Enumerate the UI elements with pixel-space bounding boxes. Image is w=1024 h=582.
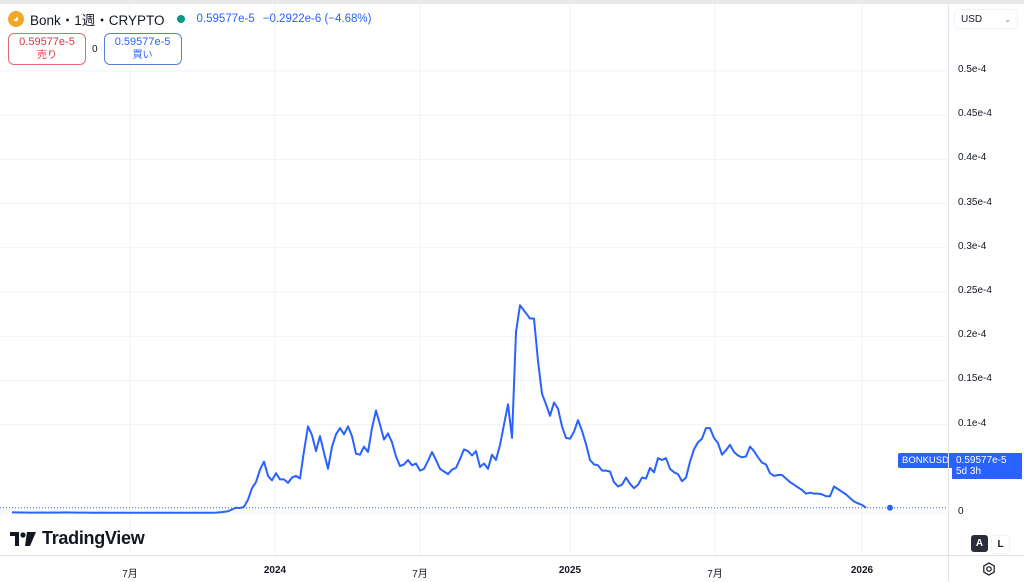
top-border <box>0 0 1024 4</box>
current-price-label: 0.59577e-5 5d 3h <box>952 453 1022 479</box>
currency-value: USD <box>961 13 983 25</box>
price-chart <box>0 4 948 555</box>
sell-button[interactable]: 0.59577e-5 売り <box>8 33 86 65</box>
price-tick: 0.15e-4 <box>958 373 992 385</box>
time-axis[interactable]: 7月 2024 7月 2025 7月 2026 <box>0 555 948 582</box>
time-tick: 7月 <box>122 569 138 580</box>
bonk-coin-icon: ◕ <box>8 11 24 27</box>
symbol-price-label: BONKUSD <box>898 453 953 468</box>
sell-price: 0.59577e-5 <box>19 36 75 48</box>
time-tick: 2025 <box>558 565 582 576</box>
currency-select[interactable]: USD ⌄ <box>954 9 1018 29</box>
chart-pane[interactable] <box>0 4 948 555</box>
axis-corner <box>948 555 1024 582</box>
price-tick: 0 <box>958 506 964 517</box>
price-tick: 0.1e-4 <box>958 417 987 429</box>
buy-label: 買い <box>132 50 153 61</box>
chart-legend: ◕ Bonk・1週・CRYPTO 0.59577e-5 −0.2922e-6 (… <box>8 9 371 29</box>
time-tick: 7月 <box>707 569 723 580</box>
tradingview-logo-icon <box>10 531 36 546</box>
price-tick: 0.35e-4 <box>958 196 992 208</box>
trade-buttons: 0.59577e-5 売り 0 0.59577e-5 買い <box>8 33 182 65</box>
chevron-down-icon: ⌄ <box>1004 14 1011 24</box>
price-tick: 0.2e-4 <box>958 329 987 341</box>
symbol-title[interactable]: Bonk・1週・CRYPTO <box>30 13 165 28</box>
logo-text: TradingView <box>42 528 145 548</box>
buy-button[interactable]: 0.59577e-5 買い <box>103 33 182 65</box>
time-tick: 2026 <box>850 565 874 576</box>
sell-label: 売り <box>37 50 57 61</box>
spread-value: 0 <box>92 43 98 55</box>
settings-gear-icon[interactable] <box>982 562 996 576</box>
log-scale-toggle[interactable]: L <box>991 535 1010 554</box>
price-axis[interactable]: 0.5e-4 0.45e-4 0.4e-4 0.35e-4 0.3e-4 0.25e-4 0… <box>948 4 1024 555</box>
market-status-dot-icon[interactable] <box>176 15 185 23</box>
price-tick: 0.25e-4 <box>958 285 992 296</box>
buy-price: 0.59577e-5 <box>114 36 171 48</box>
price-tick: 0.4e-4 <box>958 152 987 164</box>
price-tick: 0.45e-4 <box>958 108 992 120</box>
scale-toggles: A L <box>971 535 1010 554</box>
price-change: −0.2922e-6 (−4.68%) <box>262 13 372 25</box>
bar-countdown: 5d 3h <box>956 466 982 477</box>
time-tick: 7月 <box>412 569 428 580</box>
current-price: 0.59577e-5 <box>956 455 1007 466</box>
last-value: 0.59577e-5 <box>196 13 255 25</box>
tradingview-logo[interactable]: TradingView <box>10 528 145 549</box>
price-tick: 0.3e-4 <box>958 240 987 252</box>
price-tick: 0.5e-4 <box>958 64 987 75</box>
auto-scale-toggle[interactable]: A <box>971 535 988 552</box>
time-tick: 2024 <box>263 565 287 576</box>
